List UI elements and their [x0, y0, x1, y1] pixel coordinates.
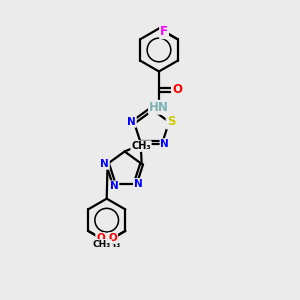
Text: O: O: [172, 83, 182, 97]
Text: N: N: [127, 117, 136, 127]
Text: N: N: [134, 179, 142, 189]
Text: N: N: [160, 139, 169, 149]
Text: N: N: [100, 159, 109, 169]
Text: O: O: [109, 233, 117, 243]
Text: O: O: [96, 233, 105, 243]
Text: CH₃: CH₃: [93, 240, 111, 249]
Text: CH₃: CH₃: [102, 240, 121, 249]
Text: N: N: [110, 181, 118, 191]
Text: S: S: [167, 116, 175, 128]
Text: F: F: [160, 25, 168, 38]
Text: HN: HN: [149, 101, 169, 114]
Text: CH₃: CH₃: [131, 141, 151, 151]
